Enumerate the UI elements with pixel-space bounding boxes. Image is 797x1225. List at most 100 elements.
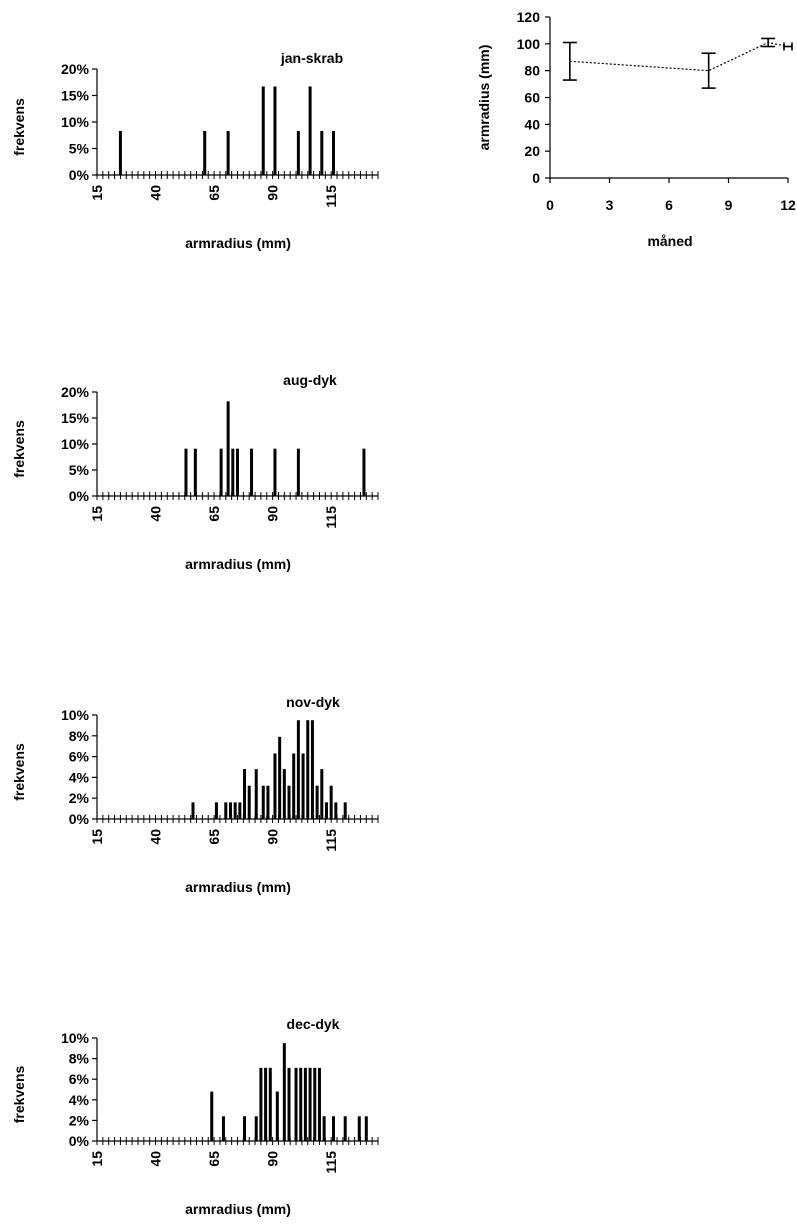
bar bbox=[273, 448, 277, 496]
y-tick-label: 15% bbox=[61, 410, 90, 426]
bar bbox=[308, 1067, 312, 1141]
bar bbox=[294, 1067, 298, 1141]
x-tick-label: 3 bbox=[606, 197, 614, 213]
bar bbox=[287, 1067, 291, 1141]
y-tick-label: 6% bbox=[69, 749, 90, 765]
x-tick-label: 65 bbox=[206, 1151, 222, 1167]
y-tick-label: 10% bbox=[61, 114, 90, 130]
y-tick-label: 8% bbox=[69, 1051, 90, 1067]
bar bbox=[261, 86, 265, 175]
bar bbox=[315, 785, 319, 819]
bar bbox=[273, 753, 277, 819]
bar bbox=[224, 802, 228, 819]
bar bbox=[306, 720, 310, 819]
x-tick-label: 12 bbox=[780, 197, 796, 213]
x-axis-label: armradius (mm) bbox=[185, 879, 291, 895]
bar bbox=[261, 785, 265, 819]
y-tick-label: 80 bbox=[524, 63, 540, 79]
bar bbox=[238, 802, 242, 819]
bar bbox=[320, 131, 324, 175]
bar bbox=[313, 1067, 317, 1141]
bar bbox=[310, 720, 314, 819]
y-tick-label: 0 bbox=[532, 170, 540, 186]
bar bbox=[254, 1116, 258, 1141]
x-axis-label: armradius (mm) bbox=[185, 1201, 291, 1217]
y-tick-label: 0% bbox=[69, 167, 90, 183]
bar bbox=[247, 785, 251, 819]
bar bbox=[296, 720, 300, 819]
bar bbox=[320, 769, 324, 819]
bar bbox=[282, 769, 286, 819]
bar bbox=[219, 448, 223, 496]
y-axis-label: frekvens bbox=[11, 743, 27, 801]
x-tick-label: 6 bbox=[665, 197, 673, 213]
x-tick-label: 90 bbox=[265, 506, 281, 522]
chart-title: dec-dyk bbox=[287, 1016, 340, 1032]
bar bbox=[334, 802, 338, 819]
bar bbox=[278, 736, 282, 819]
chart-title: nov-dyk bbox=[286, 694, 340, 710]
x-axis-label: måned bbox=[647, 233, 692, 249]
y-axis-label: frekvens bbox=[11, 1065, 27, 1123]
y-tick-label: 2% bbox=[69, 790, 90, 806]
histogram-4: 0% 2% 4% 6% 8% 10% 15 40 65 90 115 dec-dyk armradius… bbox=[11, 1016, 379, 1217]
bar bbox=[184, 448, 188, 496]
x-tick-label: 40 bbox=[148, 506, 164, 522]
y-tick-label: 0% bbox=[69, 1133, 90, 1149]
histogram-1: 0% 5% 10% 15% 20% 15 40 65 90 115 jan-skrab armradi… bbox=[11, 50, 379, 251]
y-axis-label: frekvens bbox=[11, 420, 27, 478]
x-tick-label: 115 bbox=[323, 185, 339, 208]
x-tick-label: 15 bbox=[89, 1151, 105, 1167]
y-tick-label: 40 bbox=[524, 116, 540, 132]
bar bbox=[332, 1116, 336, 1141]
bar bbox=[364, 1116, 368, 1141]
bar bbox=[266, 785, 270, 819]
x-tick-label: 90 bbox=[265, 1151, 281, 1167]
y-tick-label: 6% bbox=[69, 1071, 90, 1087]
bar bbox=[275, 1091, 279, 1141]
bar bbox=[322, 1116, 326, 1141]
y-tick-label: 10% bbox=[61, 436, 90, 452]
bar bbox=[214, 802, 218, 819]
x-tick-label: 65 bbox=[206, 506, 222, 522]
bar bbox=[259, 1067, 263, 1141]
bar bbox=[308, 86, 312, 175]
x-tick-label: 90 bbox=[265, 829, 281, 845]
y-tick-label: 4% bbox=[69, 769, 90, 785]
bar bbox=[268, 1067, 272, 1141]
bar bbox=[226, 401, 230, 496]
x-tick-label: 15 bbox=[89, 829, 105, 845]
bar bbox=[243, 769, 247, 819]
x-tick-label: 40 bbox=[148, 1151, 164, 1167]
y-axis-label: armradius (mm) bbox=[476, 45, 492, 151]
x-tick-label: 115 bbox=[323, 1151, 339, 1174]
y-tick-label: 0% bbox=[69, 488, 90, 504]
y-tick-label: 15% bbox=[61, 88, 90, 104]
errorbar-plot: 0 20 40 60 80 100 120 0 3 6 9 12 måned armradius (mm) bbox=[476, 9, 796, 249]
y-tick-label: 0% bbox=[69, 811, 90, 827]
y-tick-label: 2% bbox=[69, 1112, 90, 1128]
x-tick-label: 65 bbox=[206, 185, 222, 201]
bar bbox=[299, 1067, 303, 1141]
bar bbox=[221, 1116, 225, 1141]
bar bbox=[118, 131, 122, 175]
bar bbox=[317, 1067, 321, 1141]
histogram-3: 0% 2% 4% 6% 8% 10% 15 40 65 90 115 nov-dyk armradius… bbox=[11, 694, 379, 895]
bar bbox=[324, 802, 328, 819]
y-tick-label: 20 bbox=[524, 143, 540, 159]
y-tick-label: 5% bbox=[69, 462, 90, 478]
bar bbox=[296, 131, 300, 175]
x-tick-label: 15 bbox=[89, 185, 105, 201]
bar bbox=[243, 1116, 247, 1141]
y-tick-label: 120 bbox=[517, 9, 541, 25]
bar bbox=[282, 1043, 286, 1141]
bar bbox=[250, 448, 254, 496]
y-tick-label: 10% bbox=[61, 707, 90, 723]
x-tick-label: 40 bbox=[148, 185, 164, 201]
bar bbox=[191, 802, 195, 819]
bar bbox=[296, 448, 300, 496]
chart-title: jan-skrab bbox=[280, 50, 343, 66]
bar bbox=[210, 1091, 214, 1141]
